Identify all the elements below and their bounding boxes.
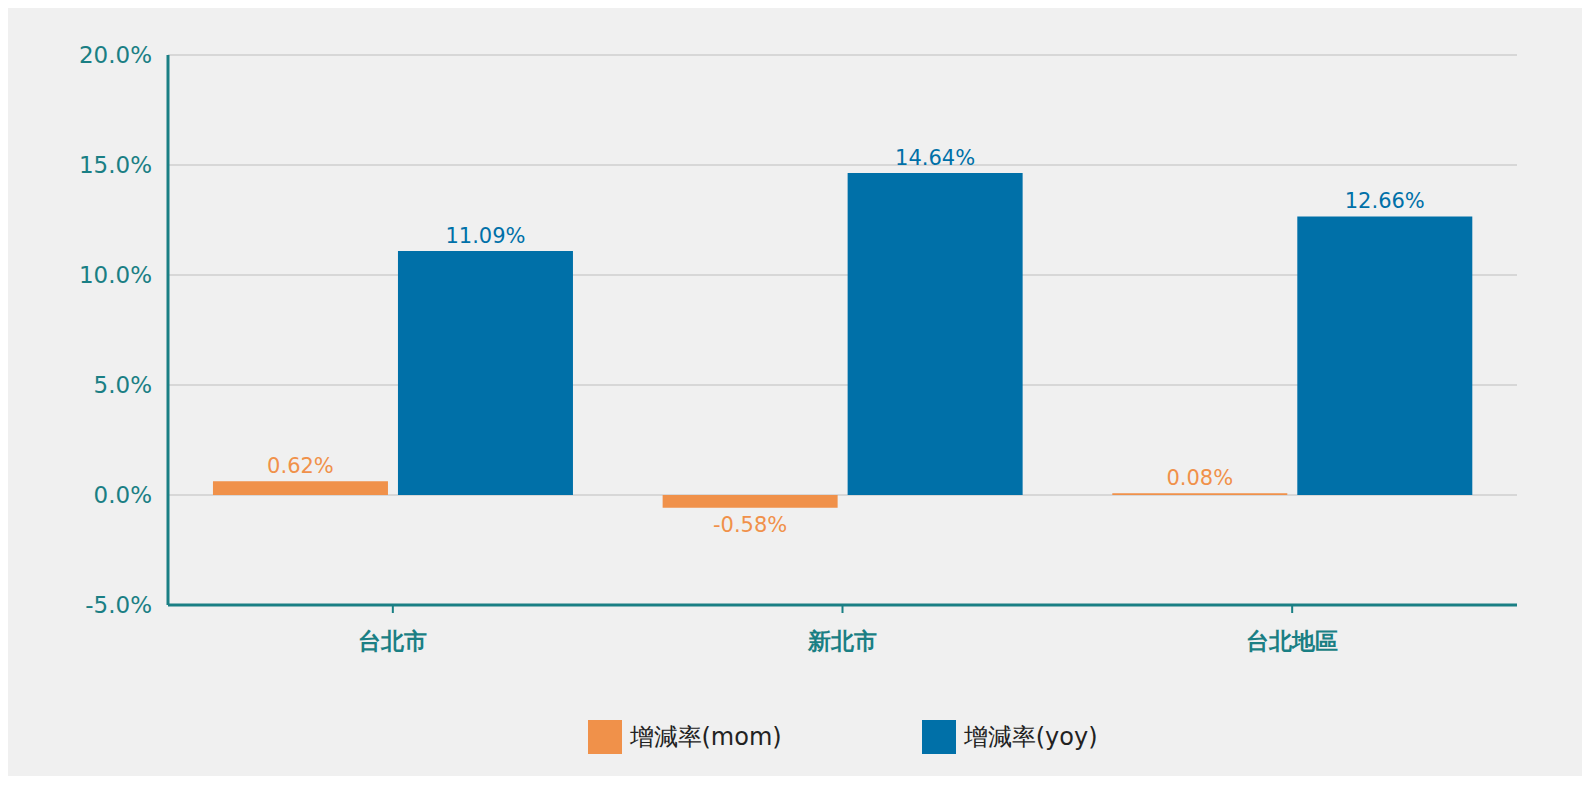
svg-text:12.66%: 12.66% — [1345, 189, 1425, 213]
svg-text:-5.0%: -5.0% — [85, 592, 152, 618]
svg-text:20.0%: 20.0% — [79, 42, 152, 68]
svg-text:台北地區: 台北地區 — [1246, 628, 1338, 654]
html-text:增減率(yoy): 增減率(yoy) — [963, 723, 1098, 751]
svg-text:10.0%: 10.0% — [79, 262, 152, 288]
svg-text:新北市: 新北市 — [807, 628, 877, 654]
svg-text:台北市: 台北市 — [358, 628, 427, 654]
html-text:增減率(mom): 增減率(mom) — [629, 723, 782, 751]
svg-text:0.62%: 0.62% — [267, 454, 334, 478]
svg-text:11.09%: 11.09% — [445, 224, 525, 248]
svg-text:0.08%: 0.08% — [1166, 466, 1233, 490]
svg-text:-0.58%: -0.58% — [713, 513, 787, 537]
svg-text:15.0%: 15.0% — [79, 152, 152, 178]
svg-text:14.64%: 14.64% — [895, 146, 975, 170]
svg-text:0.0%: 0.0% — [94, 482, 152, 508]
svg-text:5.0%: 5.0% — [94, 372, 152, 398]
